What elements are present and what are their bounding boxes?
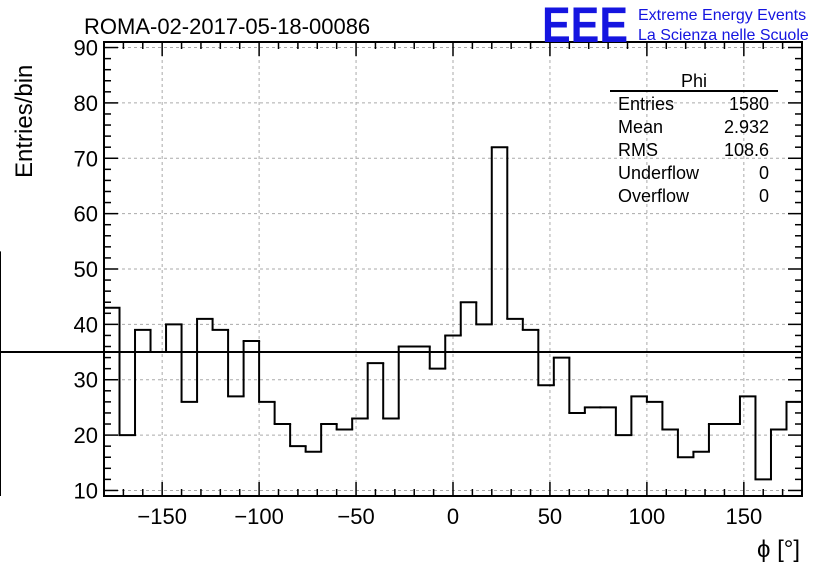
x-tick-label: 150 <box>725 504 762 529</box>
eee-logo-mark: EEE <box>542 0 628 53</box>
x-tick-label: 100 <box>629 504 666 529</box>
stats-box-title: Phi <box>681 71 707 91</box>
x-tick-label: −150 <box>137 504 187 529</box>
axis-ticks <box>104 42 802 496</box>
y-tick-label: 60 <box>74 202 98 227</box>
chart-title: ROMA-02-2017-05-18-00086 <box>84 14 370 39</box>
x-axis-title: ϕ [°] <box>757 536 800 563</box>
logo-line-1: Extreme Energy Events <box>638 7 806 24</box>
y-tick-label: 90 <box>74 36 98 61</box>
stats-mean-value: 2.932 <box>724 117 769 137</box>
y-tick-label: 30 <box>74 368 98 393</box>
stats-entries-label: Entries <box>618 94 674 114</box>
stats-underflow-value: 0 <box>759 163 769 183</box>
stats-overflow-label: Overflow <box>618 186 690 206</box>
x-tick-label: −50 <box>337 504 374 529</box>
y-tick-label: 80 <box>74 91 98 116</box>
stats-entries-value: 1580 <box>729 94 769 114</box>
stats-underflow-label: Underflow <box>618 163 700 183</box>
stats-box: Phi Entries 1580 Mean 2.932 RMS 108.6 Un… <box>610 71 778 206</box>
eee-logo: EEE Extreme Energy Events La Scienza nel… <box>542 0 809 53</box>
tick-labels: −150 −100 −50 0 50 100 150 10 20 30 40 50 60 70 80 90 <box>74 36 763 529</box>
stats-overflow-value: 0 <box>759 186 769 206</box>
y-tick-label: 70 <box>74 146 98 171</box>
x-tick-label: −100 <box>234 504 284 529</box>
stats-mean-label: Mean <box>618 117 663 137</box>
stats-rms-value: 108.6 <box>724 140 769 160</box>
x-tick-label: 50 <box>538 504 562 529</box>
y-axis-title: Entries/bin <box>11 65 38 178</box>
logo-line-2: La Scienza nelle Scuole <box>638 27 809 44</box>
grid-lines <box>104 42 802 496</box>
y-tick-label: 50 <box>74 257 98 282</box>
stats-rms-label: RMS <box>618 140 658 160</box>
x-tick-label: 0 <box>447 504 459 529</box>
y-tick-label: 40 <box>74 312 98 337</box>
y-tick-label: 20 <box>74 423 98 448</box>
y-tick-label: 10 <box>74 478 98 503</box>
